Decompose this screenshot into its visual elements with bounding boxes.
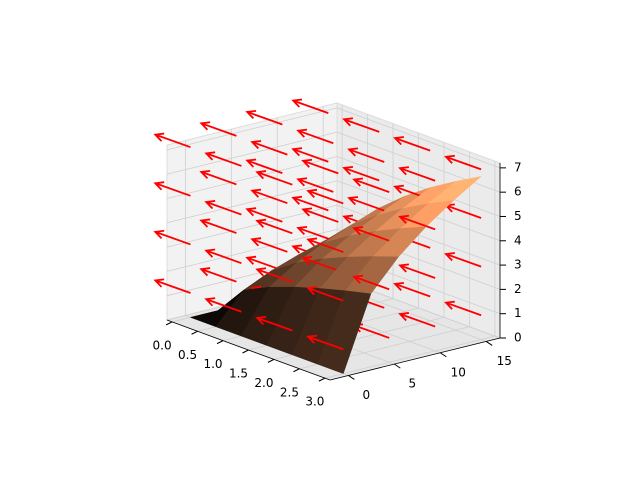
arrow bbox=[204, 200, 242, 216]
arrow bbox=[255, 316, 293, 332]
x-tick-label: 0.0 bbox=[153, 338, 172, 352]
arrow bbox=[296, 177, 334, 193]
arrow bbox=[301, 207, 339, 223]
arrow bbox=[444, 300, 482, 317]
arrow bbox=[291, 147, 329, 163]
y-tick-label: 15 bbox=[497, 354, 512, 368]
arrow bbox=[306, 237, 344, 253]
tick-mark bbox=[318, 377, 326, 382]
z-tick-label: 7 bbox=[514, 160, 522, 174]
arrow bbox=[291, 98, 329, 114]
grid-line bbox=[336, 156, 501, 217]
arrow bbox=[204, 151, 242, 167]
arrow bbox=[153, 181, 191, 197]
axis-line bbox=[166, 319, 331, 381]
arrow bbox=[444, 252, 482, 268]
arrow bbox=[393, 136, 431, 152]
arrow bbox=[255, 170, 293, 186]
axis-line bbox=[329, 337, 501, 381]
arrow bbox=[250, 188, 288, 205]
arrow bbox=[342, 117, 380, 133]
arrow bbox=[352, 274, 390, 291]
arrow bbox=[291, 195, 329, 212]
arrow bbox=[306, 188, 344, 205]
grid-line bbox=[324, 335, 496, 379]
arrow bbox=[255, 218, 293, 235]
arrow bbox=[301, 158, 339, 175]
arrow bbox=[199, 169, 237, 186]
tick-mark bbox=[216, 340, 224, 345]
arrow bbox=[352, 226, 390, 242]
arrow bbox=[398, 166, 436, 182]
arrow bbox=[199, 267, 237, 283]
arrow bbox=[296, 128, 334, 145]
x-tick-label: 1.0 bbox=[203, 357, 222, 371]
tick-mark bbox=[267, 358, 275, 363]
tick-mark bbox=[348, 375, 355, 380]
arrow bbox=[199, 218, 237, 234]
tick-mark bbox=[242, 349, 249, 354]
arrow bbox=[398, 214, 436, 231]
tick-mark bbox=[293, 368, 300, 373]
z-tick-label: 6 bbox=[514, 185, 522, 199]
y-tick-label: 10 bbox=[451, 365, 466, 379]
tick-mark bbox=[191, 330, 198, 335]
arrow bbox=[398, 263, 436, 279]
z-tick-label: 1 bbox=[514, 306, 522, 320]
grid-line bbox=[166, 107, 338, 151]
arrow bbox=[245, 109, 283, 126]
arrow bbox=[250, 237, 288, 253]
arrow bbox=[204, 297, 242, 313]
arrow bbox=[245, 158, 283, 174]
y-tick-label: 0 bbox=[363, 388, 371, 402]
x-tick-label: 0.5 bbox=[178, 348, 197, 362]
tick-mark bbox=[394, 363, 401, 369]
arrow bbox=[347, 196, 385, 212]
arrow bbox=[301, 256, 339, 272]
x-tick-label: 1.5 bbox=[229, 367, 248, 381]
z-tick-label: 0 bbox=[514, 331, 522, 345]
arrow bbox=[255, 267, 293, 283]
tick-mark bbox=[439, 352, 447, 358]
arrow bbox=[250, 140, 288, 156]
arrow bbox=[352, 177, 390, 193]
z-tick-label: 4 bbox=[514, 233, 522, 247]
x-tick-label: 2.0 bbox=[254, 376, 273, 390]
x-tick-label: 2.5 bbox=[280, 385, 299, 399]
tick-mark bbox=[485, 340, 493, 346]
arrow bbox=[306, 334, 344, 351]
x-tick-label: 3.0 bbox=[305, 395, 324, 409]
arrow bbox=[153, 132, 191, 149]
arrow bbox=[393, 281, 431, 298]
grid-line bbox=[166, 180, 338, 224]
grid-line bbox=[166, 131, 338, 175]
arrow bbox=[245, 207, 283, 223]
grid-line bbox=[336, 107, 501, 169]
arrow bbox=[199, 121, 237, 137]
arrow bbox=[153, 229, 191, 246]
arrow bbox=[342, 165, 380, 182]
tick-mark bbox=[165, 321, 173, 326]
arrow bbox=[398, 312, 436, 328]
arrow bbox=[296, 225, 334, 242]
z-tick-label: 2 bbox=[514, 282, 522, 296]
z-tick-label: 5 bbox=[514, 209, 522, 223]
arrow bbox=[204, 248, 242, 265]
surface-patch bbox=[317, 290, 372, 374]
arrow bbox=[306, 286, 344, 302]
arrow bbox=[444, 154, 482, 171]
arrow bbox=[153, 278, 191, 294]
z-tick-label: 3 bbox=[514, 258, 522, 272]
arrow bbox=[347, 147, 385, 163]
grid-line bbox=[166, 229, 338, 272]
y-tick-label: 5 bbox=[409, 377, 417, 391]
